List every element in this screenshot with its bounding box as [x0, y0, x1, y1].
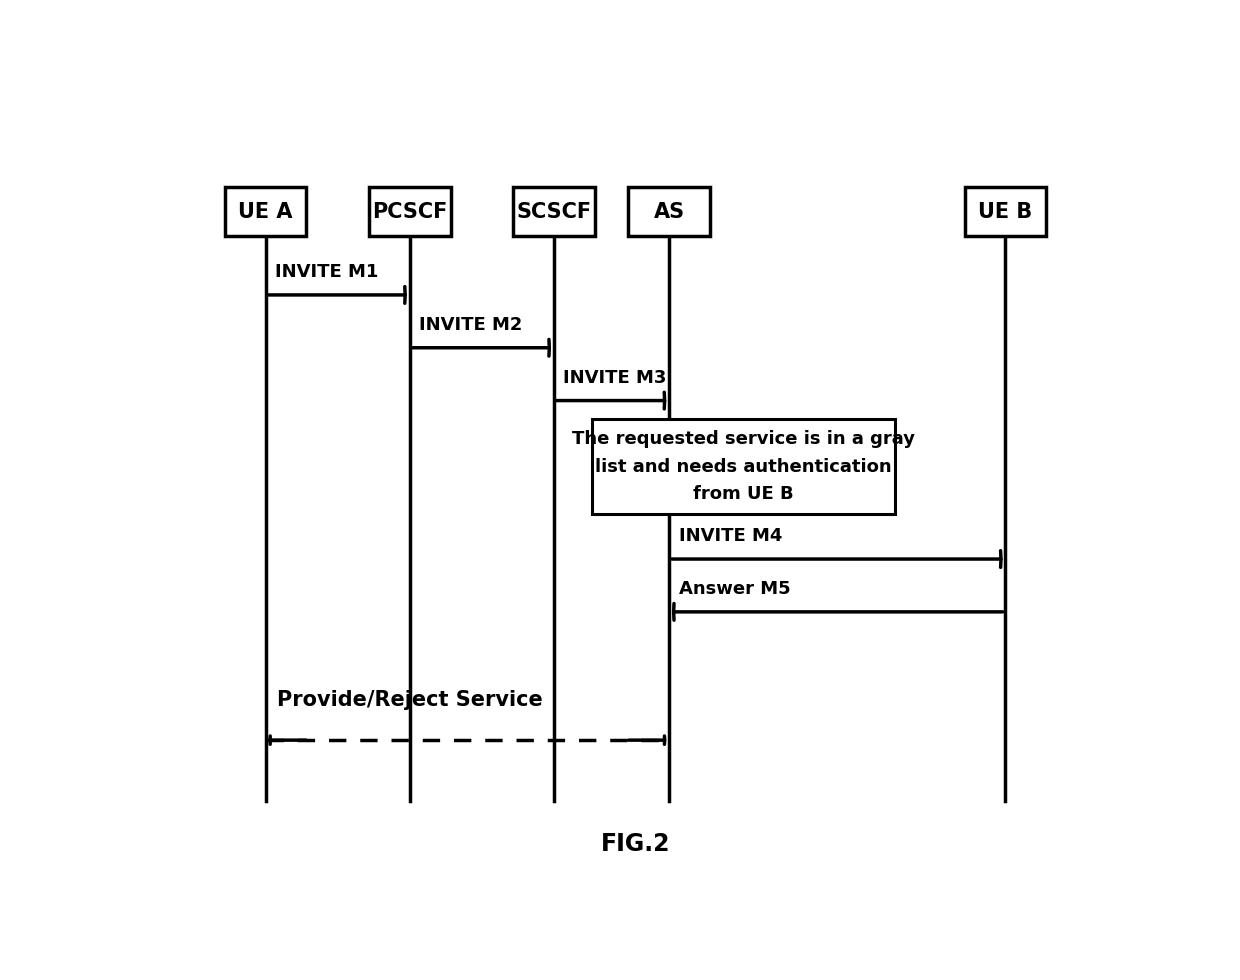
Bar — [513, 187, 595, 236]
Bar — [224, 187, 306, 236]
Text: PCSCF: PCSCF — [372, 202, 448, 221]
Bar — [629, 187, 711, 236]
Text: Answer M5: Answer M5 — [678, 580, 790, 598]
Text: UE B: UE B — [978, 202, 1033, 221]
Text: AS: AS — [653, 202, 684, 221]
Text: FIG.2: FIG.2 — [600, 831, 671, 856]
Bar — [965, 187, 1047, 236]
Bar — [368, 187, 450, 236]
Text: UE A: UE A — [238, 202, 293, 221]
Text: INVITE M1: INVITE M1 — [275, 264, 378, 281]
Bar — [593, 419, 895, 514]
Text: INVITE M4: INVITE M4 — [678, 527, 782, 546]
Text: INVITE M3: INVITE M3 — [563, 369, 667, 387]
Text: Provide/Reject Service: Provide/Reject Service — [277, 690, 543, 710]
Text: The requested service is in a gray
list and needs authentication
from UE B: The requested service is in a gray list … — [572, 430, 915, 504]
Text: SCSCF: SCSCF — [516, 202, 591, 221]
Text: INVITE M2: INVITE M2 — [419, 317, 522, 334]
